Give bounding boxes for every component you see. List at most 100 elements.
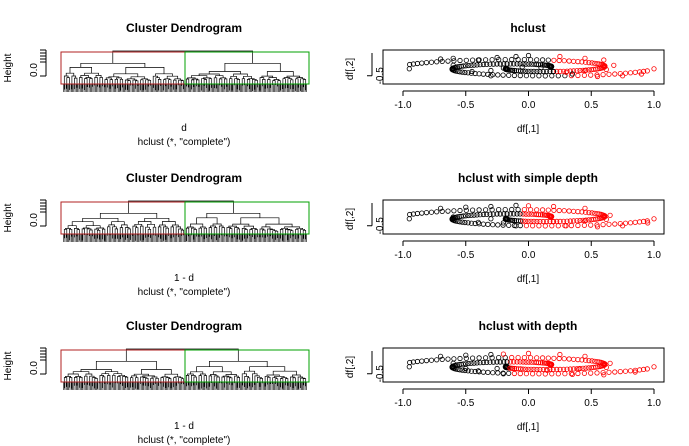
- scatter-point: [632, 219, 638, 225]
- scatter-point: [606, 71, 612, 77]
- scatter-point: [437, 353, 444, 359]
- scatter-point: [494, 365, 500, 372]
- scatter-point: [480, 61, 486, 68]
- scatter-point: [534, 207, 540, 213]
- scatter-point: [496, 207, 502, 213]
- scatter-point: [555, 73, 561, 79]
- scatter-point: [437, 205, 444, 211]
- scatter-point: [594, 370, 600, 376]
- dendrogram-link: [140, 225, 144, 241]
- scatter-point: [457, 219, 463, 225]
- dendrogram-root-link: [112, 50, 253, 64]
- dendrogram-y-tick-label: 0.0: [29, 361, 40, 375]
- scatter-point: [544, 367, 550, 373]
- scatter-point: [603, 216, 609, 222]
- scatter-point: [580, 217, 586, 223]
- x-tick-label: 0.0: [522, 100, 536, 111]
- scatter-point: [419, 210, 425, 216]
- scatter-point: [474, 62, 480, 68]
- scatter-point: [423, 210, 430, 216]
- scatter-point: [410, 61, 416, 67]
- scatter-point: [476, 207, 482, 213]
- dendrogram-ylabel: Height: [3, 203, 14, 232]
- scatter-point: [468, 212, 474, 218]
- scatter-point: [538, 65, 544, 71]
- scatter-point: [582, 209, 589, 215]
- x-tick-label: -0.5: [457, 100, 475, 111]
- scatter-point: [589, 60, 595, 66]
- scatter-point: [439, 208, 445, 214]
- scatter-point: [550, 219, 557, 225]
- scatter-point: [541, 62, 547, 68]
- scatter-point: [500, 65, 506, 71]
- dendrogram-link: [224, 62, 281, 72]
- dendrogram-link: [111, 221, 125, 225]
- scatter-point: [495, 370, 501, 376]
- dendrogram-link: [230, 75, 237, 79]
- scatter-point: [522, 366, 529, 372]
- dendrogram-ylabel: Height: [3, 351, 14, 380]
- scatter-point: [619, 223, 626, 229]
- dendrogram-link: [121, 224, 128, 228]
- scatter-point: [563, 223, 569, 229]
- scatter-point: [517, 366, 524, 372]
- scatter-point: [542, 223, 548, 229]
- scatter-point: [549, 371, 555, 377]
- scatter-point: [494, 211, 500, 217]
- scatter-point: [527, 207, 534, 213]
- scatter-point: [523, 61, 529, 67]
- scatter-point: [488, 203, 494, 210]
- scatter-point: [500, 351, 506, 357]
- scatter-title: hclust with simple depth: [458, 171, 598, 185]
- scatter-point: [406, 66, 412, 72]
- dendrogram-sub: hclust (*, "complete"): [138, 137, 231, 148]
- scatter-point: [627, 368, 634, 374]
- scatter-point: [480, 359, 486, 366]
- scatter-point: [601, 372, 607, 378]
- scatter-point: [545, 207, 551, 213]
- scatter-point: [410, 359, 416, 365]
- scatter-point: [531, 211, 537, 217]
- dendrogram-link: [155, 73, 173, 77]
- scatter-point: [547, 68, 553, 75]
- scatter-point: [459, 219, 465, 225]
- scatter-point: [570, 366, 577, 372]
- scatter-point: [463, 365, 469, 372]
- scatter-title: hclust: [510, 21, 545, 35]
- scatter-point: [534, 355, 540, 361]
- scatter-point: [586, 365, 592, 371]
- scatter-point: [568, 370, 575, 377]
- scatter-point: [484, 359, 490, 365]
- scatter-point: [526, 359, 532, 365]
- scatter-point: [477, 360, 483, 366]
- scatter-point: [586, 357, 592, 364]
- scatter-xlabel: df[,1]: [517, 422, 539, 433]
- scatter-point: [531, 366, 537, 372]
- dendrogram-link: [208, 71, 241, 74]
- dendrogram-link: [196, 366, 223, 372]
- scatter-point: [510, 217, 516, 223]
- scatter-point: [450, 214, 456, 220]
- scatter-point: [517, 223, 523, 229]
- scatter-point: [607, 360, 613, 366]
- scatter-point: [497, 359, 503, 365]
- scatter-point: [569, 71, 576, 77]
- dendrogram-link: [196, 217, 218, 224]
- scatter-point: [482, 355, 489, 361]
- scatter-point: [569, 371, 576, 377]
- x-tick-label: -1.0: [394, 100, 412, 111]
- dendrogram-link: [243, 75, 252, 79]
- scatter-point: [606, 221, 612, 227]
- scatter-point: [644, 218, 650, 224]
- scatter-point: [600, 369, 606, 376]
- dendrogram-link: [209, 360, 268, 367]
- scatter-point: [463, 207, 469, 213]
- scatter-point: [611, 62, 617, 68]
- scatter-point: [560, 68, 567, 74]
- scatter-point: [450, 55, 456, 61]
- scatter-point: [554, 218, 560, 224]
- dendrogram-link: [244, 370, 256, 374]
- scatter-point: [570, 218, 577, 224]
- dendrogram-link: [292, 377, 296, 389]
- scatter-point: [434, 357, 440, 363]
